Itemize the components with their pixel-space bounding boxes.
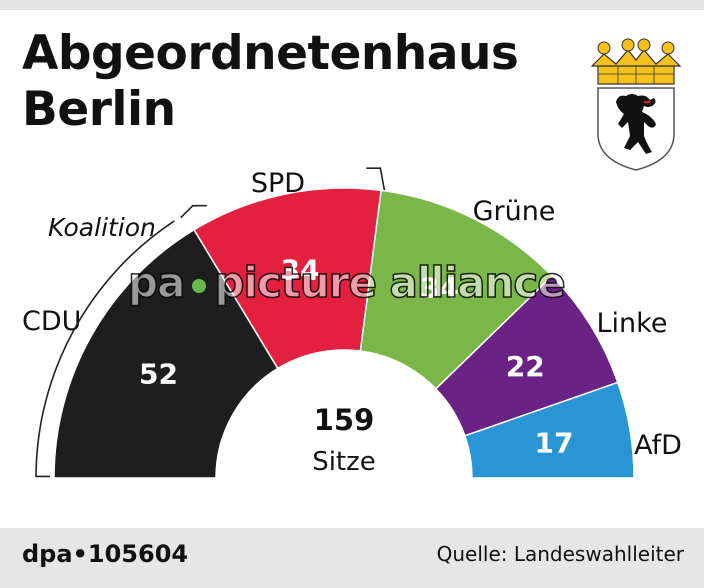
segment-value-afd: 17 <box>535 426 574 459</box>
top-band <box>0 0 704 10</box>
bear-icon <box>616 94 656 154</box>
party-label-gruene: Grüne <box>473 196 556 227</box>
segment-value-cdu: 52 <box>139 357 178 390</box>
party-label-linke: Linke <box>597 308 668 339</box>
party-labels: CDU SPD Grüne Linke AfD <box>22 168 682 461</box>
watermark-dot <box>192 278 207 293</box>
total-seats-label: Sitze <box>312 447 376 477</box>
coalition-label: Koalition <box>48 213 156 242</box>
total-seats-value: 159 <box>314 403 375 437</box>
watermark: pa picture alliance <box>127 257 567 308</box>
title-line-1: Abgeordnetenhaus <box>22 26 519 81</box>
watermark-part-1: pa <box>127 257 186 308</box>
coalition-bracket-cdu <box>35 220 175 478</box>
party-label-afd: AfD <box>634 430 682 461</box>
crown-icon <box>590 38 682 85</box>
party-label-cdu: CDU <box>22 306 81 337</box>
title-line-2: Berlin <box>22 82 176 137</box>
segment-value-linke: 22 <box>506 350 545 383</box>
coalition-bracket-spd <box>180 167 386 219</box>
segment-value-gruene: 34 <box>420 272 459 305</box>
segment-value-spd: 34 <box>281 254 320 287</box>
source-id: dpa•105604 <box>22 540 189 568</box>
party-label-spd: SPD <box>251 168 305 199</box>
chart-title: Abgeordnetenhaus Berlin <box>22 26 562 138</box>
watermark-part-2: picture alliance <box>214 257 567 308</box>
segment-cdu <box>53 228 279 479</box>
seat-value-labels: 52 34 34 22 17 <box>139 254 573 460</box>
seat-chart: 52 34 34 22 17 CDU SPD Grüne Linke AfD Koalition… <box>22 167 682 479</box>
source-text: Quelle: Landeswahlleiter <box>436 542 684 566</box>
seat-segments <box>53 187 635 479</box>
coalition-bracket: Koalition <box>35 167 386 478</box>
footer: dpa•105604 Quelle: Landeswahlleiter <box>0 528 704 588</box>
segment-afd <box>463 381 635 479</box>
berlin-bear-crest-icon <box>590 38 682 171</box>
